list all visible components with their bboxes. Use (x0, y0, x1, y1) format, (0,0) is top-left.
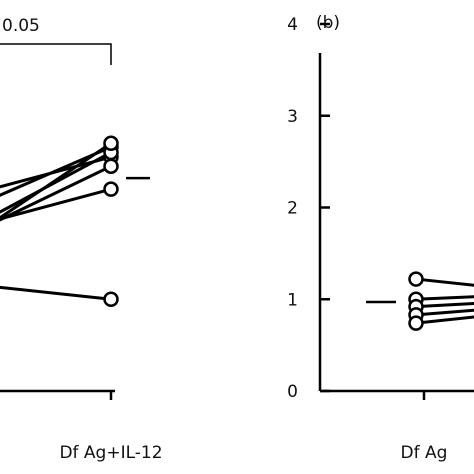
panel-b-y-tick-label-4: 4 (287, 15, 298, 35)
panel-a-point-4 (103, 158, 119, 174)
panel-a-series (0, 135, 150, 307)
panel-b-series (366, 271, 474, 331)
panel-b-point-4 (408, 315, 424, 331)
panel-a-point-3 (103, 135, 119, 152)
panel-b-y-tick-label-2: 2 (287, 199, 298, 219)
panel-b-y-tick-label-0: 0 (287, 382, 298, 402)
panel-b-y-tick-label-3: 3 (287, 107, 298, 127)
panel-a-point-6 (103, 291, 119, 307)
panel-b-y-ticks: 0 1 2 3 4 (287, 15, 330, 402)
panel-b-pair-line-3 (415, 308, 474, 317)
panel-a-pair-line-0 (0, 145, 112, 197)
panel-a-point-5 (103, 181, 119, 197)
significance-bracket (0, 43, 112, 65)
panel-a-pair-line-3 (0, 142, 112, 220)
panel-a-pair-line-4 (0, 164, 112, 222)
panel-a-pair-line-2 (0, 151, 112, 214)
panel-b-x-label: Df Ag (401, 443, 448, 463)
panel-b-pair-line-2 (415, 302, 474, 309)
panel-a-x-label-right: Df Ag+IL-12 (59, 443, 162, 463)
panel-a-pair-line-6 (0, 285, 112, 301)
panel-b-pair-line-1 (415, 295, 474, 301)
panel-a-pair-line-1 (0, 155, 112, 189)
panel-b-pair-line-4 (415, 315, 474, 325)
significance-label: 0.05 (2, 16, 40, 36)
panel-b-point-0 (408, 271, 424, 287)
panel-b-pair-line-0 (415, 277, 474, 287)
panel-b-y-tick-label-1: 1 (287, 290, 298, 310)
panel-a-pair-line-5 (0, 187, 112, 221)
